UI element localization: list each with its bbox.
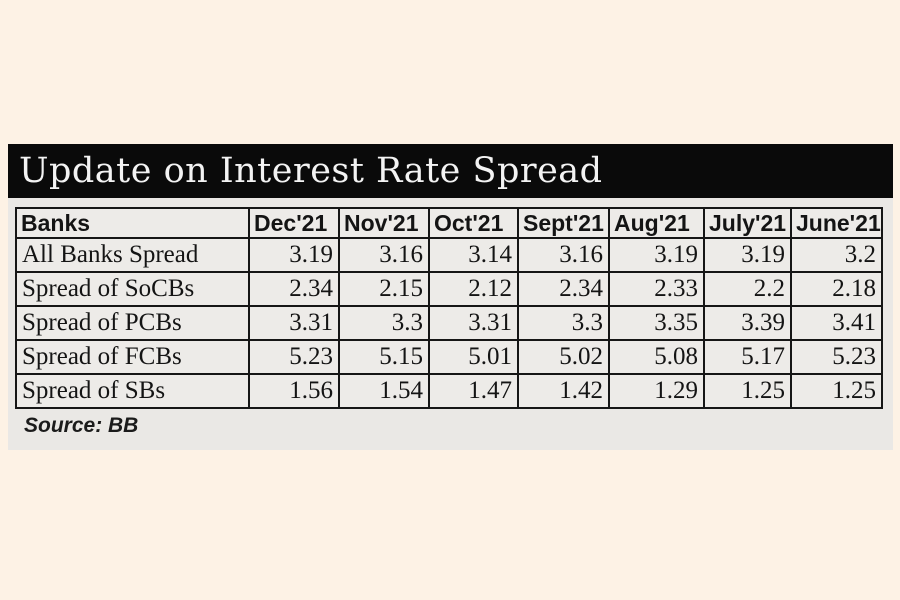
column-header: Nov'21 bbox=[338, 207, 430, 239]
data-panel: Banks Dec'21 Nov'21 Oct'21 Sept'21 Aug'21 July… bbox=[8, 198, 893, 450]
value-cell: 3.2 bbox=[790, 237, 883, 273]
value-cell: 1.25 bbox=[703, 373, 792, 409]
table-header: Banks Dec'21 Nov'21 Oct'21 Sept'21 Aug'21 July… bbox=[15, 207, 883, 239]
value-cell: 5.01 bbox=[428, 339, 519, 375]
column-header: July'21 bbox=[703, 207, 792, 239]
value-cell: 3.16 bbox=[517, 237, 610, 273]
value-cell: 2.34 bbox=[517, 271, 610, 307]
value-cell: 3.19 bbox=[608, 237, 705, 273]
spread-table: Banks Dec'21 Nov'21 Oct'21 Sept'21 Aug'21 July… bbox=[15, 207, 883, 409]
value-cell: 2.18 bbox=[790, 271, 883, 307]
value-cell: 2.34 bbox=[248, 271, 340, 307]
value-cell: 2.12 bbox=[428, 271, 519, 307]
value-cell: 5.08 bbox=[608, 339, 705, 375]
column-header-banks: Banks bbox=[15, 207, 250, 239]
header-row: Banks Dec'21 Nov'21 Oct'21 Sept'21 Aug'21 July… bbox=[15, 207, 883, 239]
table-body: All Banks Spread 3.19 3.16 3.14 3.16 3.19 3.19… bbox=[15, 237, 883, 409]
column-header: Oct'21 bbox=[428, 207, 519, 239]
table-row: Spread of PCBs 3.31 3.3 3.31 3.3 3.35 3.39 3.41 bbox=[15, 305, 883, 341]
table-row: All Banks Spread 3.19 3.16 3.14 3.16 3.19 3.19… bbox=[15, 237, 883, 273]
table-row: Spread of SBs 1.56 1.54 1.47 1.42 1.29 1.25 1.2… bbox=[15, 373, 883, 409]
title-bar: Update on Interest Rate Spread bbox=[8, 144, 893, 198]
value-cell: 3.14 bbox=[428, 237, 519, 273]
value-cell: 3.41 bbox=[790, 305, 883, 341]
row-label: Spread of SoCBs bbox=[15, 271, 250, 307]
value-cell: 1.47 bbox=[428, 373, 519, 409]
source-note: Source: BB bbox=[24, 414, 139, 437]
value-cell: 5.02 bbox=[517, 339, 610, 375]
value-cell: 3.3 bbox=[517, 305, 610, 341]
value-cell: 2.2 bbox=[703, 271, 792, 307]
value-cell: 5.17 bbox=[703, 339, 792, 375]
value-cell: 5.23 bbox=[248, 339, 340, 375]
value-cell: 3.31 bbox=[248, 305, 340, 341]
value-cell: 1.54 bbox=[338, 373, 430, 409]
value-cell: 3.35 bbox=[608, 305, 705, 341]
value-cell: 2.15 bbox=[338, 271, 430, 307]
table-row: Spread of SoCBs 2.34 2.15 2.12 2.34 2.33 2.2 2.… bbox=[15, 271, 883, 307]
page-title: Update on Interest Rate Spread bbox=[19, 151, 603, 191]
value-cell: 3.39 bbox=[703, 305, 792, 341]
value-cell: 3.3 bbox=[338, 305, 430, 341]
value-cell: 3.31 bbox=[428, 305, 519, 341]
value-cell: 3.19 bbox=[703, 237, 792, 273]
row-label: All Banks Spread bbox=[15, 237, 250, 273]
table-row: Spread of FCBs 5.23 5.15 5.01 5.02 5.08 5.17 5.… bbox=[15, 339, 883, 375]
row-label: Spread of PCBs bbox=[15, 305, 250, 341]
column-header: June'21 bbox=[790, 207, 883, 239]
value-cell: 1.25 bbox=[790, 373, 883, 409]
value-cell: 1.29 bbox=[608, 373, 705, 409]
column-header: Sept'21 bbox=[517, 207, 610, 239]
value-cell: 5.15 bbox=[338, 339, 430, 375]
value-cell: 5.23 bbox=[790, 339, 883, 375]
value-cell: 1.42 bbox=[517, 373, 610, 409]
row-label: Spread of FCBs bbox=[15, 339, 250, 375]
interest-rate-spread-infographic: Update on Interest Rate Spread Banks Dec'… bbox=[8, 144, 893, 450]
row-label: Spread of SBs bbox=[15, 373, 250, 409]
column-header: Aug'21 bbox=[608, 207, 705, 239]
value-cell: 1.56 bbox=[248, 373, 340, 409]
value-cell: 2.33 bbox=[608, 271, 705, 307]
value-cell: 3.19 bbox=[248, 237, 340, 273]
column-header: Dec'21 bbox=[248, 207, 340, 239]
value-cell: 3.16 bbox=[338, 237, 430, 273]
